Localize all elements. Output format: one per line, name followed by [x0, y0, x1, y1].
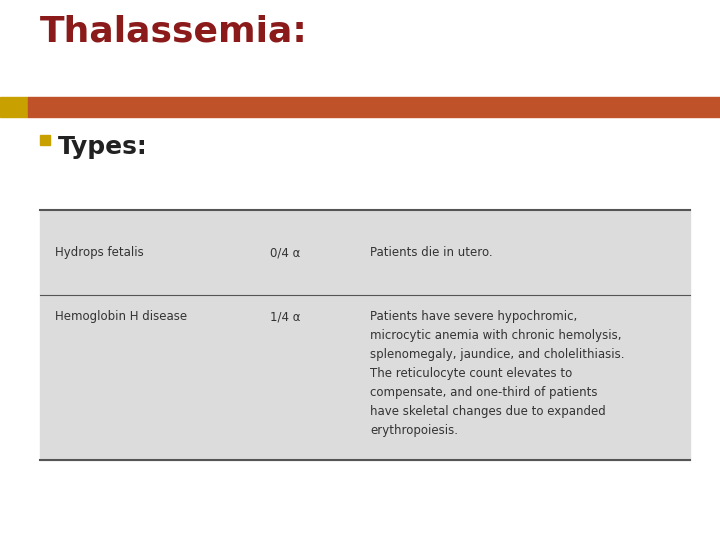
Text: Thalassemia:: Thalassemia:	[40, 15, 307, 49]
Text: Patients die in utero.: Patients die in utero.	[370, 246, 492, 259]
Text: Patients have severe hypochromic,
microcytic anemia with chronic hemolysis,
sple: Patients have severe hypochromic, microc…	[370, 310, 624, 437]
Text: 0/4 α: 0/4 α	[270, 246, 300, 259]
Bar	[28, 97, 720, 117]
Bar	[40, 210, 690, 460]
Bar	[0, 97, 28, 117]
Bar	[40, 135, 50, 145]
Text: Types:: Types:	[58, 135, 148, 159]
Text: Hemoglobin H disease: Hemoglobin H disease	[55, 310, 187, 323]
Text: 1/4 α: 1/4 α	[270, 310, 300, 323]
Text: Hydrops fetalis: Hydrops fetalis	[55, 246, 144, 259]
